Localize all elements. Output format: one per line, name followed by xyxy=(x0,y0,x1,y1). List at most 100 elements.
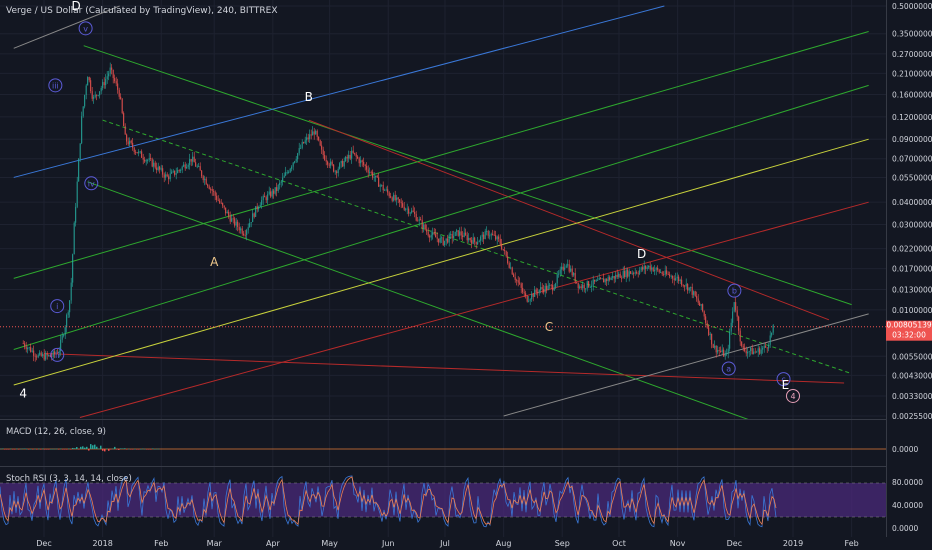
candle-body xyxy=(195,162,197,167)
candle-body xyxy=(723,349,725,357)
candle-body xyxy=(394,194,396,201)
candle-body xyxy=(447,238,449,243)
candle-body xyxy=(493,234,495,236)
candle-body xyxy=(27,347,29,350)
candle-body xyxy=(391,197,393,201)
candle-body xyxy=(763,345,765,349)
candle-body xyxy=(124,126,126,135)
x-tick-label: Feb xyxy=(154,539,168,548)
candle-body xyxy=(561,266,563,270)
candle-body xyxy=(756,351,758,353)
candle-body xyxy=(267,194,269,201)
macd-bar xyxy=(12,449,14,450)
candle-body xyxy=(652,267,654,272)
candle-body xyxy=(352,150,354,153)
candle-body xyxy=(228,211,230,216)
candle-body xyxy=(331,161,333,165)
candle-body xyxy=(471,240,473,244)
candle-body xyxy=(126,134,128,142)
candle-body xyxy=(762,348,764,350)
candle-body xyxy=(481,234,483,237)
candle-body xyxy=(663,274,665,275)
candle-body xyxy=(297,153,299,160)
candle-body xyxy=(342,160,344,167)
candle-body xyxy=(216,195,218,200)
candle-body xyxy=(90,80,92,92)
candle-body xyxy=(558,273,560,275)
candle-body xyxy=(33,350,35,356)
wave-label: 4 xyxy=(19,387,27,401)
candle-body xyxy=(690,286,692,288)
candle-body xyxy=(367,169,369,173)
candle-body xyxy=(321,145,323,150)
candle-body xyxy=(711,333,713,345)
macd-bar xyxy=(120,448,122,449)
candle-body xyxy=(213,191,215,192)
candle-body xyxy=(433,232,435,235)
macd-bar xyxy=(96,446,98,449)
candle-body xyxy=(210,188,212,190)
candle-body xyxy=(160,168,162,170)
candle-body xyxy=(360,160,362,164)
candle-body xyxy=(354,152,356,154)
candle-body xyxy=(505,250,507,257)
candle-body xyxy=(273,190,275,194)
candle-body xyxy=(292,162,294,167)
candle-body xyxy=(547,285,549,290)
price-badge-countdown: 03:32:00 xyxy=(892,331,926,340)
candle-body xyxy=(66,314,68,328)
candle-body xyxy=(70,282,72,301)
candle-body xyxy=(307,137,309,140)
candle-body xyxy=(604,279,606,283)
candle-body xyxy=(135,151,137,153)
wave-label-circle xyxy=(50,299,65,314)
candle-body xyxy=(585,288,587,290)
macd-bar xyxy=(104,449,106,452)
candle-body xyxy=(589,286,591,288)
chart-title: Verge / US Dollar (Calculated by Trading… xyxy=(6,6,278,16)
macd-bar xyxy=(98,448,100,450)
candle-body xyxy=(111,67,113,70)
candle-body xyxy=(564,267,566,270)
candle-body xyxy=(351,150,353,159)
candle-body xyxy=(679,279,681,282)
candle-body xyxy=(253,213,255,217)
candle-body xyxy=(388,192,390,197)
candle-body xyxy=(382,184,384,191)
macd-bar xyxy=(140,448,142,450)
macd-bar xyxy=(110,449,112,450)
macd-bar xyxy=(30,448,32,450)
candle-body xyxy=(672,276,674,279)
wave-label-circled-text: c xyxy=(781,375,785,384)
time-axis[interactable]: Dec 2018 Feb Mar Apr May Jun Jul Aug Sep Oct Nov Dec… xyxy=(36,539,858,548)
trend-line xyxy=(13,5,665,178)
candle-body xyxy=(687,283,689,291)
candle-body xyxy=(463,232,465,237)
candle-body xyxy=(34,355,36,357)
macd-bar xyxy=(66,449,68,450)
candle-body xyxy=(385,189,387,191)
wave-label-circle xyxy=(786,388,800,403)
candle-body xyxy=(406,208,408,210)
macd-bar xyxy=(42,448,44,450)
candle-body xyxy=(219,200,221,203)
candle-body xyxy=(244,235,246,236)
candle-body xyxy=(454,231,456,237)
macd-bar xyxy=(124,448,126,449)
candle-body xyxy=(426,229,428,232)
macd-bar xyxy=(112,448,114,450)
candle-body xyxy=(58,351,60,353)
macd-bar xyxy=(28,449,30,450)
candle-body xyxy=(612,276,614,278)
macd-bar xyxy=(8,449,10,450)
candle-body xyxy=(409,212,411,214)
candle-body xyxy=(259,204,261,208)
candle-body xyxy=(714,345,716,348)
price-axis-background[interactable] xyxy=(886,0,932,550)
candle-body xyxy=(462,235,464,237)
candle-body xyxy=(754,351,756,353)
